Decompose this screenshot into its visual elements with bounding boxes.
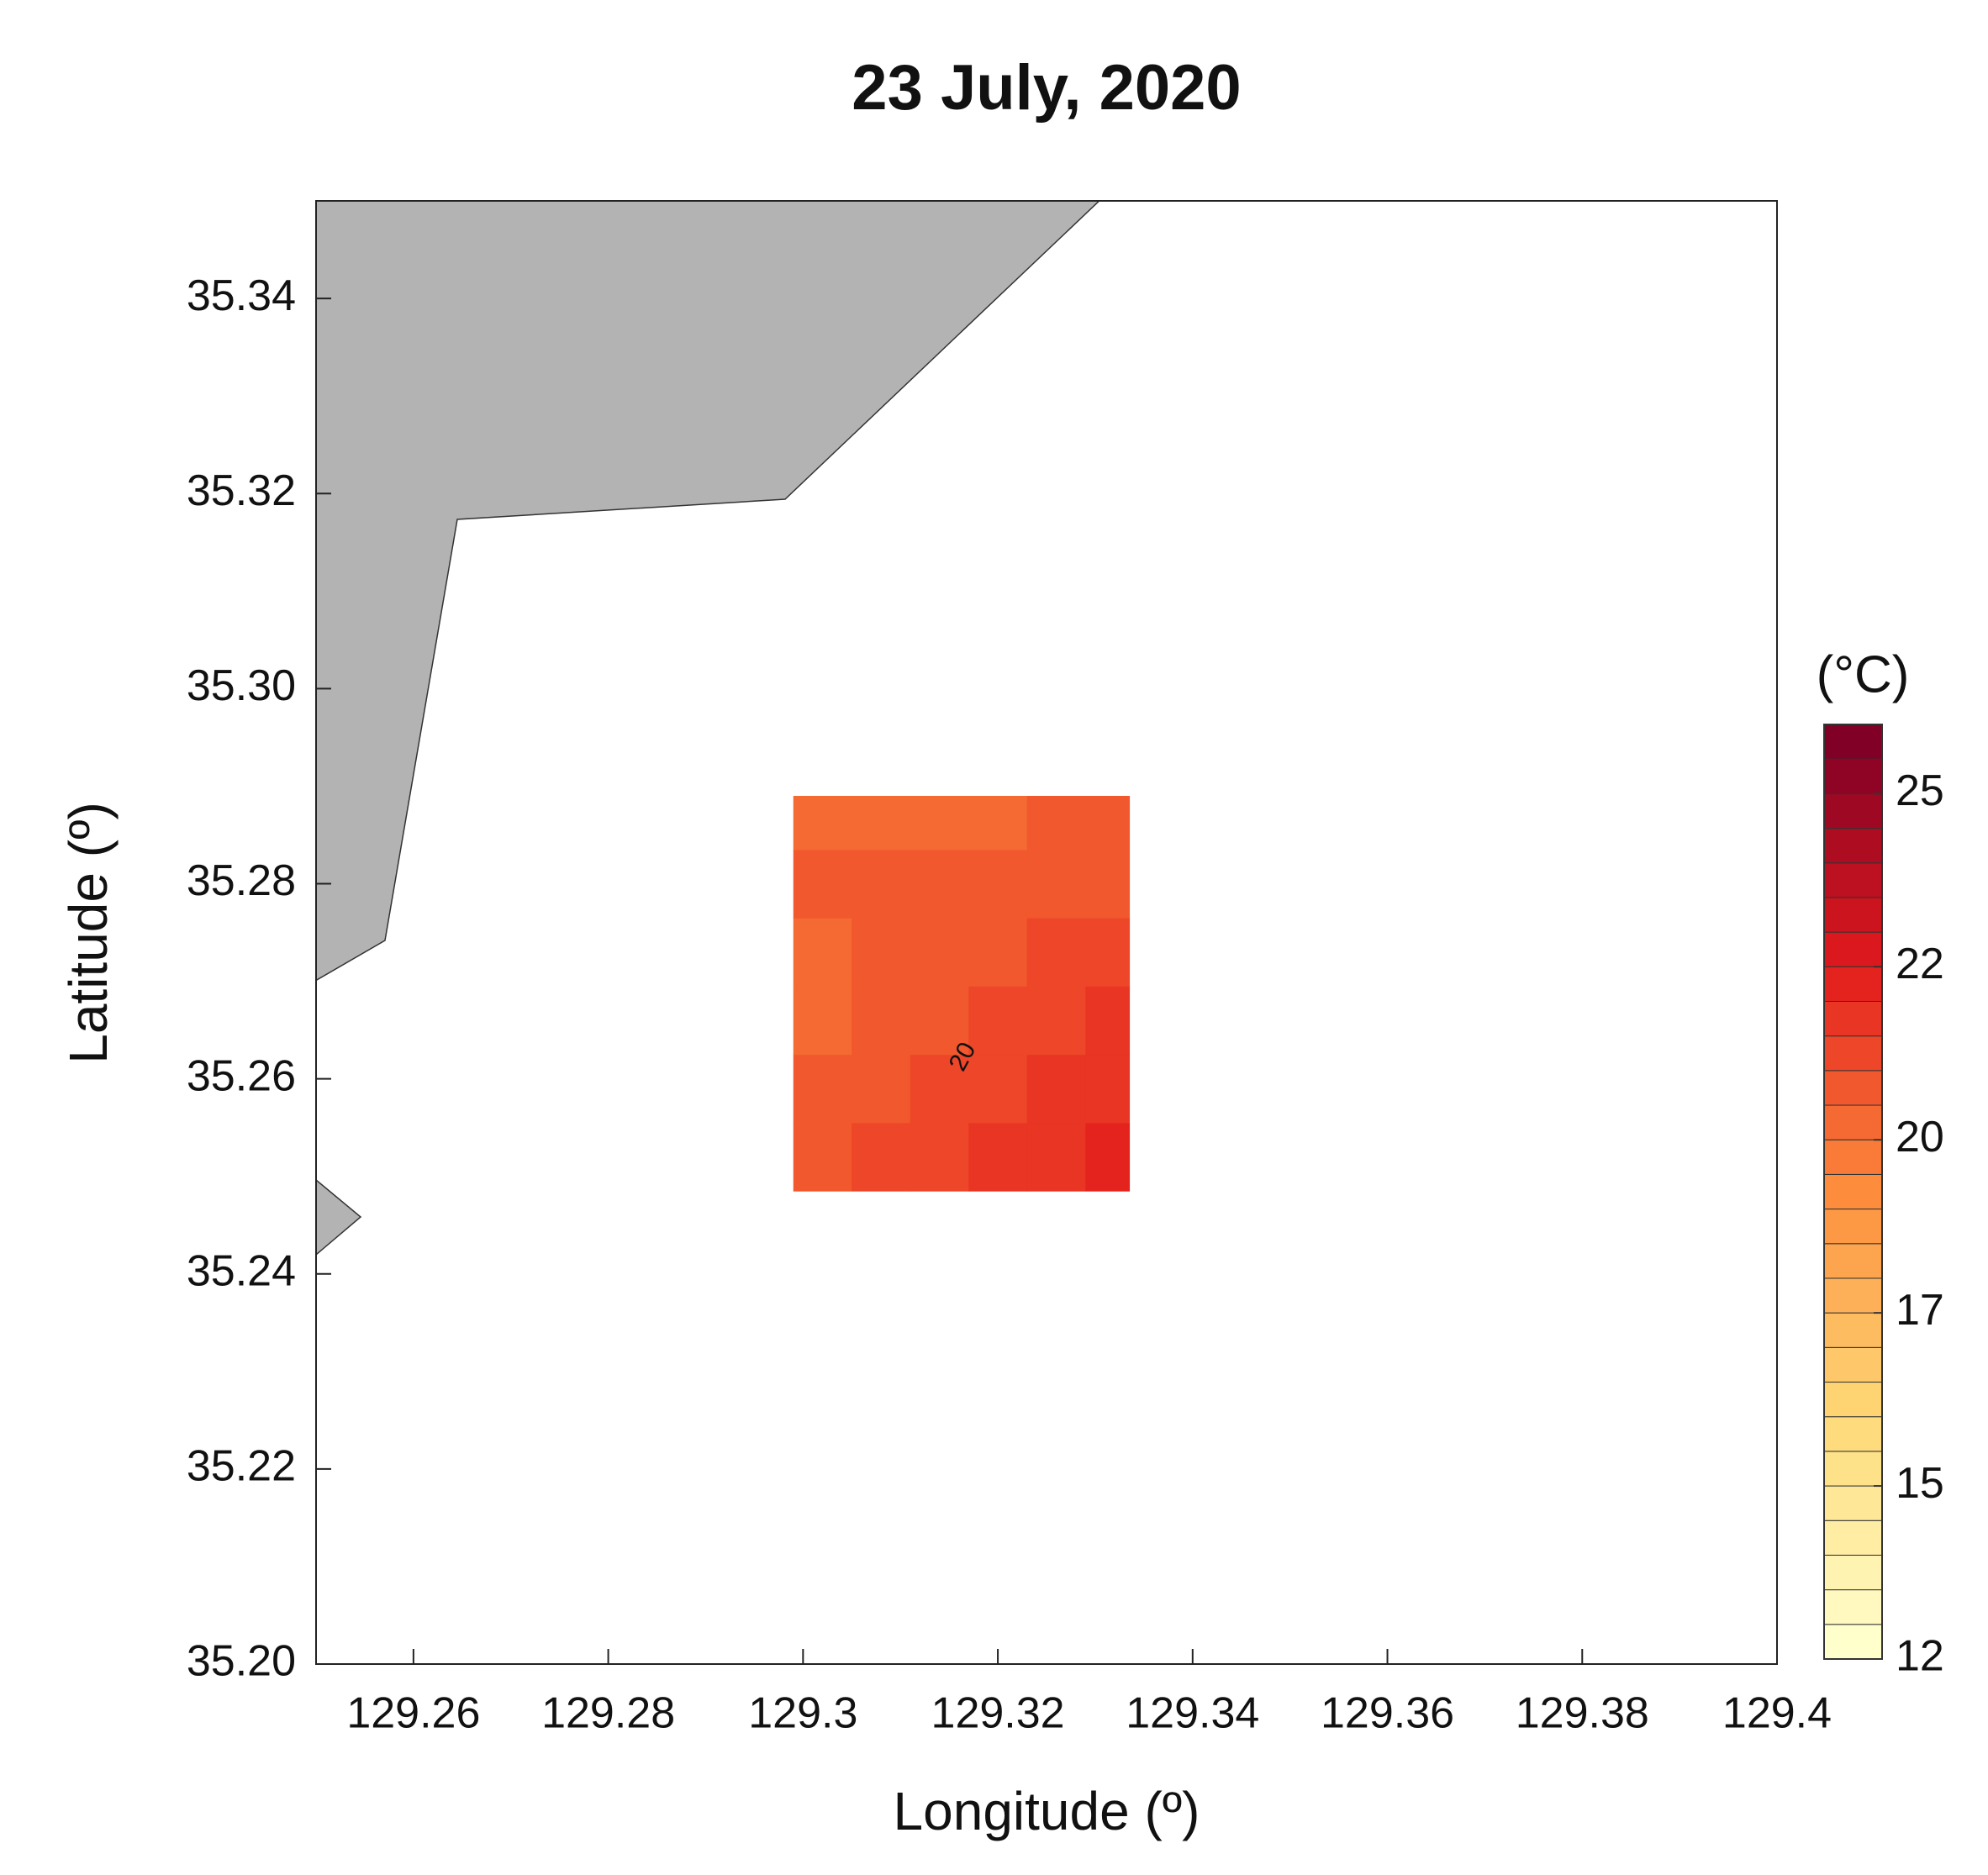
y-tick-label: 35.24 (187, 1246, 296, 1295)
field-cell (793, 849, 852, 919)
colorbar-band (1823, 966, 1883, 1002)
y-tick-label: 35.20 (187, 1637, 296, 1686)
field-cell (910, 1122, 969, 1192)
field-cell (1085, 1122, 1131, 1192)
field-cell (1026, 986, 1086, 1056)
y-tick-label: 35.22 (187, 1442, 296, 1491)
field-cell (968, 1054, 1028, 1124)
x-tick-label: 129.4 (1722, 1689, 1832, 1738)
colorbar-band (1823, 897, 1883, 933)
y-tick-label: 35.34 (187, 271, 296, 320)
x-tick-label: 129.36 (1321, 1689, 1454, 1738)
colorbar-band (1823, 1035, 1883, 1072)
y-tick-label: 35.28 (187, 856, 296, 905)
field-cell (910, 849, 969, 919)
field-cell (793, 796, 852, 851)
field-cell (1026, 918, 1086, 987)
field-cell (852, 986, 911, 1056)
colorbar-band (1823, 1451, 1883, 1487)
field-cell (1085, 849, 1131, 919)
colorbar-band (1823, 1589, 1883, 1625)
field-cell (968, 849, 1028, 919)
colorbar-tick-label: 22 (1896, 940, 1944, 988)
field-cell (910, 1054, 969, 1124)
y-tick-label: 35.32 (187, 466, 296, 515)
colorbar-band (1823, 1485, 1883, 1521)
colorbar-band (1823, 1382, 1883, 1418)
field-cell (968, 986, 1028, 1056)
colorbar-band (1823, 1173, 1883, 1210)
field-cell (1026, 1054, 1086, 1124)
field-cell (852, 796, 911, 851)
colorbar-band (1823, 1554, 1883, 1591)
field-cell (793, 986, 852, 1056)
colorbar-band (1823, 828, 1883, 864)
x-tick-label: 129.32 (931, 1689, 1065, 1738)
colorbar-label: (°C) (1817, 645, 1910, 703)
field-cell (1085, 918, 1131, 987)
colorbar-band (1823, 1000, 1883, 1037)
colorbar-band (1823, 724, 1883, 760)
y-axis-label: Latitude (º) (58, 802, 119, 1064)
colorbar-band (1823, 862, 1883, 898)
field-cell (968, 796, 1028, 851)
colorbar-band (1823, 1416, 1883, 1452)
y-tick-label: 35.30 (187, 661, 296, 710)
field-cell (1026, 849, 1086, 919)
temperature-field: 20 (793, 796, 1131, 1192)
x-axis-label: Longitude (º) (894, 1781, 1200, 1841)
colorbar-band (1823, 1243, 1883, 1279)
colorbar-band (1823, 793, 1883, 830)
field-cell (968, 1122, 1028, 1192)
colorbar-band (1823, 1139, 1883, 1175)
field-cell (910, 918, 969, 987)
field-cell (1085, 986, 1131, 1056)
x-tick-label: 129.38 (1516, 1689, 1649, 1738)
field-cell (910, 796, 969, 851)
field-cell (852, 849, 911, 919)
field-cell (852, 1122, 911, 1192)
colorbar-band (1823, 758, 1883, 794)
field-cell (852, 918, 911, 987)
field-cell (968, 918, 1028, 987)
colorbar-tick-label: 15 (1896, 1459, 1944, 1508)
colorbar-band (1823, 1624, 1883, 1660)
x-tick-label: 129.28 (541, 1689, 675, 1738)
colorbar-band (1823, 1104, 1883, 1140)
colorbar-tick-label: 20 (1896, 1113, 1944, 1161)
colorbar-frame (1823, 724, 1883, 1660)
land-polygon (316, 201, 1100, 982)
x-tick-label: 129.34 (1126, 1689, 1259, 1738)
field-cell (793, 918, 852, 987)
colorbar-band (1823, 1346, 1883, 1383)
field-cell (1085, 796, 1131, 851)
colorbar-band (1823, 931, 1883, 967)
field-cell (1085, 1054, 1131, 1124)
field-cell (852, 1054, 911, 1124)
field-cell (793, 1054, 852, 1124)
colorbar-band (1823, 1277, 1883, 1314)
colorbar-tick-label: 12 (1896, 1632, 1944, 1681)
colorbar-band (1823, 1209, 1883, 1245)
land-polygon (316, 1179, 362, 1256)
land (316, 201, 1100, 1256)
colorbar-band (1823, 1312, 1883, 1348)
x-tick-label: 129.3 (748, 1689, 857, 1738)
field-cell (910, 986, 969, 1056)
field-cell (793, 1122, 852, 1192)
colorbar-tick-label: 17 (1896, 1286, 1944, 1335)
field-cell (1026, 796, 1086, 851)
colorbar-band (1823, 1070, 1883, 1106)
x-tick-label: 129.26 (346, 1689, 480, 1738)
y-tick-label: 35.26 (187, 1051, 296, 1100)
colorbar-band (1823, 1519, 1883, 1556)
chart-title: 23 July, 2020 (852, 52, 1241, 124)
colorbar-tick-label: 25 (1896, 766, 1944, 815)
field-cell (1026, 1122, 1086, 1192)
plot-frame (315, 200, 1778, 1665)
